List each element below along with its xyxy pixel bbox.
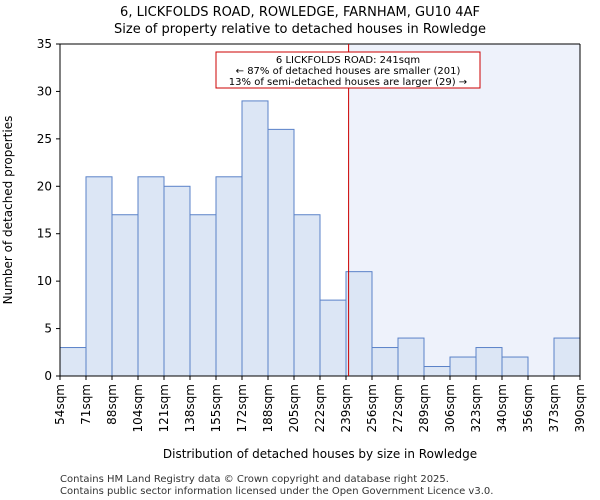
bar-340sqm bbox=[501, 356, 529, 377]
bar-121sqm bbox=[163, 185, 191, 377]
y-tick-label-35: 35 bbox=[37, 37, 52, 51]
x-tick-label-54sqm: 54sqm bbox=[53, 384, 67, 425]
x-tick-label-239sqm: 239sqm bbox=[339, 384, 353, 432]
y-tick-label-25: 25 bbox=[37, 132, 52, 146]
annotation-line-1: 6 LICKFOLDS ROAD: 241sqm bbox=[276, 55, 420, 66]
footer-line-1: Contains HM Land Registry data © Crown c… bbox=[60, 474, 449, 485]
x-tick-label-121sqm: 121sqm bbox=[157, 384, 171, 432]
bar-323sqm bbox=[475, 347, 503, 377]
bar-306sqm bbox=[449, 356, 477, 377]
x-tick-label-272sqm: 272sqm bbox=[391, 384, 405, 432]
y-tick-label-5: 5 bbox=[44, 322, 52, 336]
x-tick-label-340sqm: 340sqm bbox=[495, 384, 509, 432]
bar-222sqm bbox=[319, 299, 347, 377]
y-tick-label-30: 30 bbox=[37, 84, 52, 98]
bar-373sqm bbox=[553, 337, 581, 377]
x-axis-label: Distribution of detached houses by size … bbox=[163, 447, 477, 461]
bar-239sqm bbox=[345, 271, 373, 377]
x-tick-label-205sqm: 205sqm bbox=[287, 384, 301, 432]
x-tick-label-104sqm: 104sqm bbox=[131, 384, 145, 432]
x-tick-label-172sqm: 172sqm bbox=[235, 384, 249, 432]
y-tick-label-20: 20 bbox=[37, 179, 52, 193]
chart-title: 6, LICKFOLDS ROAD, ROWLEDGE, FARNHAM, GU… bbox=[120, 5, 480, 20]
bar-272sqm bbox=[397, 337, 425, 377]
x-tick-label-138sqm: 138sqm bbox=[183, 384, 197, 432]
annotation-line-2: ← 87% of detached houses are smaller (20… bbox=[236, 66, 461, 77]
x-tick-label-71sqm: 71sqm bbox=[79, 384, 93, 425]
x-tick-label-323sqm: 323sqm bbox=[469, 384, 483, 432]
bar-138sqm bbox=[189, 214, 217, 377]
y-tick-label-15: 15 bbox=[37, 227, 52, 241]
x-tick-label-373sqm: 373sqm bbox=[547, 384, 561, 432]
plot-area: 0 5 10 15 20 25 30 35 54sqm 71sqm 88sqm 104sqm 121sq… bbox=[37, 37, 587, 432]
bar-71sqm bbox=[85, 176, 113, 377]
bar-88sqm bbox=[111, 214, 139, 377]
annotation-line-3: 13% of semi-detached houses are larger (… bbox=[229, 77, 467, 88]
bar-155sqm bbox=[215, 176, 243, 377]
bar-104sqm bbox=[137, 176, 165, 377]
x-tick-label-88sqm: 88sqm bbox=[105, 384, 119, 425]
bar-172sqm bbox=[241, 100, 269, 377]
x-tick-label-306sqm: 306sqm bbox=[443, 384, 457, 432]
x-tick-label-188sqm: 188sqm bbox=[261, 384, 275, 432]
x-tick-label-222sqm: 222sqm bbox=[313, 384, 327, 432]
bar-205sqm bbox=[293, 214, 321, 377]
y-tick-label-0: 0 bbox=[44, 369, 52, 383]
highlight-region bbox=[348, 44, 580, 376]
x-tick-label-390sqm: 390sqm bbox=[573, 384, 587, 432]
x-tick-label-155sqm: 155sqm bbox=[209, 384, 223, 432]
x-tick-label-356sqm: 356sqm bbox=[521, 384, 535, 432]
chart-subtitle: Size of property relative to detached ho… bbox=[114, 22, 486, 37]
footer-line-2: Contains public sector information licen… bbox=[60, 486, 493, 497]
x-tick-label-256sqm: 256sqm bbox=[365, 384, 379, 432]
y-axis-label: Number of detached properties bbox=[1, 116, 15, 305]
bar-188sqm bbox=[267, 128, 295, 377]
bar-54sqm bbox=[59, 347, 87, 377]
bar-289sqm bbox=[423, 366, 451, 377]
annotation-box bbox=[215, 51, 481, 89]
y-tick-label-10: 10 bbox=[37, 274, 52, 288]
x-tick-label-289sqm: 289sqm bbox=[417, 384, 431, 432]
bar-256sqm bbox=[371, 347, 399, 377]
